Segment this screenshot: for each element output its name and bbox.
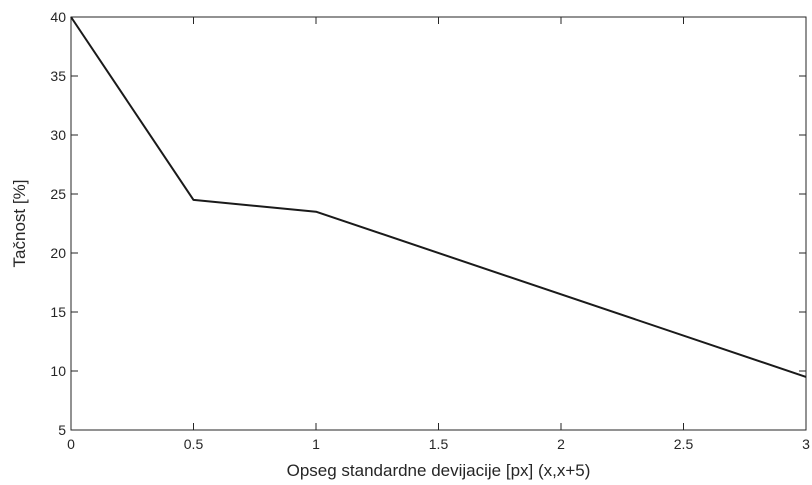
y-tick-label: 10	[50, 363, 66, 379]
y-axis-label: Tačnost [%]	[10, 180, 29, 268]
y-tick-label: 30	[50, 127, 66, 143]
y-tick-label: 15	[50, 304, 66, 320]
x-tick-label: 3	[802, 436, 810, 452]
x-axis-label: Opseg standardne devijacije [px] (x,x+5)	[287, 461, 591, 480]
x-tick-label: 1.5	[429, 436, 449, 452]
x-tick-label: 0	[67, 436, 75, 452]
x-tick-label: 1	[312, 436, 320, 452]
y-tick-label: 5	[58, 422, 66, 438]
y-tick-label: 20	[50, 245, 66, 261]
plot-area	[71, 17, 806, 430]
y-tick-label: 25	[50, 186, 66, 202]
y-tick-label: 40	[50, 9, 66, 25]
x-tick-label: 0.5	[184, 436, 204, 452]
y-tick-label: 35	[50, 68, 66, 84]
x-tick-label: 2	[557, 436, 565, 452]
x-tick-label: 2.5	[674, 436, 694, 452]
